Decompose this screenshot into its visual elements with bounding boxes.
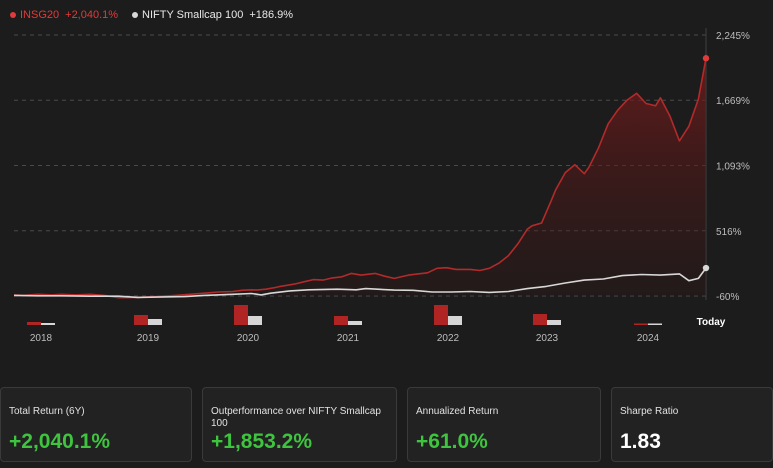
volume-bar-nifty	[41, 323, 55, 325]
volume-bar-insg20	[134, 315, 148, 325]
legend-value-nifty: +186.9%	[249, 9, 294, 21]
volume-bar-nifty	[348, 321, 362, 325]
stat-card-outperformance: Outperformance over NIFTY Smallcap 100 +…	[202, 387, 397, 462]
x-tick-label: 2020	[237, 333, 260, 344]
volume-bar-insg20	[334, 316, 348, 325]
x-tick-label: 2018	[30, 333, 53, 344]
card-value: +61.0%	[416, 430, 488, 453]
y-tick-label: 516%	[716, 227, 742, 238]
card-label: Annualized Return	[416, 406, 499, 417]
volume-bar-insg20	[434, 305, 448, 325]
x-tick-label: 2023	[536, 333, 559, 344]
x-tick-label: 2022	[437, 333, 460, 344]
volume-bar-insg20	[234, 305, 248, 325]
stat-card-sharpe-ratio: Sharpe Ratio 1.83	[611, 387, 773, 462]
volume-bar-insg20	[27, 322, 41, 325]
volume-bar-nifty	[547, 320, 561, 325]
card-label: Sharpe Ratio	[620, 406, 679, 417]
y-tick-label: 1,669%	[716, 96, 750, 107]
card-label: Outperformance over NIFTY Smallcap 100	[211, 406, 381, 429]
series-line-nifty	[13, 267, 707, 299]
end-point-insg20	[702, 55, 710, 62]
legend-dot-nifty	[132, 12, 139, 18]
legend-name-insg20: INSG20	[20, 9, 60, 21]
stat-card-total-return: Total Return (6Y) +2,040.1%	[0, 387, 192, 462]
volume-bar-nifty	[448, 316, 462, 325]
stat-card-annualized-return: Annualized Return +61.0%	[407, 387, 601, 462]
legend-item-insg20[interactable]: INSG20 +2,040.1%	[10, 9, 118, 21]
performance-chart: 2,245% 1,669% 1,093% 516% -60% 2018 2019 2020 20…	[13, 28, 750, 344]
legend-dot-insg20	[10, 12, 16, 18]
x-tick-label: Today	[697, 317, 726, 328]
x-tick-label: 2024	[637, 333, 660, 344]
volume-bar-insg20	[533, 314, 547, 325]
card-value: +1,853.2%	[211, 430, 313, 453]
card-label: Total Return (6Y)	[9, 406, 85, 417]
volume-bar-insg20	[634, 323, 648, 325]
series-line-insg20	[13, 58, 707, 299]
volume-bar-nifty	[648, 323, 662, 325]
y-tick-label: 2,245%	[716, 31, 750, 42]
end-point-nifty	[702, 264, 710, 272]
legend-name-nifty: NIFTY Smallcap 100	[142, 9, 244, 21]
legend-value-insg20: +2,040.1%	[65, 9, 119, 21]
stats-cards: Total Return (6Y) +2,040.1% Outperforman…	[0, 387, 773, 468]
x-tick-label: 2021	[337, 333, 360, 344]
volume-bar-nifty	[148, 319, 162, 325]
card-value: 1.83	[620, 430, 661, 453]
y-tick-label: -60%	[716, 292, 739, 303]
series-area-insg20	[14, 58, 706, 298]
x-tick-label: 2019	[137, 333, 160, 344]
card-value: +2,040.1%	[9, 430, 111, 453]
chart-legend: INSG20 +2,040.1% NIFTY Smallcap 100 +186…	[10, 7, 307, 23]
y-tick-label: 1,093%	[716, 161, 750, 172]
volume-bar-nifty	[248, 316, 262, 325]
legend-item-nifty[interactable]: NIFTY Smallcap 100 +186.9%	[132, 9, 293, 21]
